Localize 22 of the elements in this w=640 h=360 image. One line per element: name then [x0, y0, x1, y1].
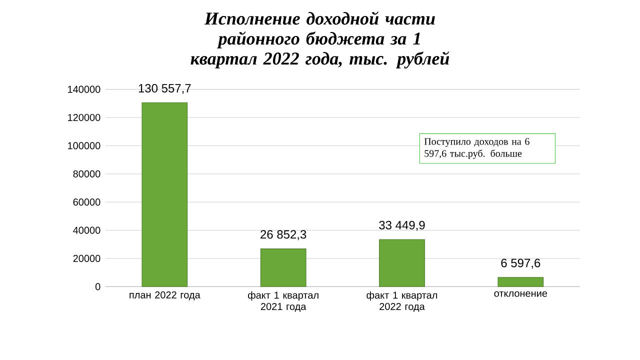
bar [379, 239, 425, 287]
data-label: 6 597,6 [501, 258, 540, 269]
annotation: Поступило доходов на 6 597,6 тыс.руб. больше [424, 138, 530, 159]
y-tick-label: 80000 [73, 170, 100, 178]
data-label: 26 852,3 [260, 230, 306, 240]
chart-title: Исполнение доходной части районного бюджета за 1 квартал 2022 года, тыс. рублей [190, 12, 450, 68]
y-tick-label: 140000 [68, 86, 100, 93]
y-tick-label: 60000 [73, 198, 100, 206]
x-tick-label: план 2022 года [130, 291, 200, 300]
bar [142, 102, 188, 287]
x-tick-label: отклонение [494, 291, 548, 297]
x-tick-label: факт 1 квартал 2022 года [366, 291, 438, 312]
data-label: 130 557,7 [138, 84, 191, 94]
y-tick-label: 100000 [68, 142, 100, 150]
bar [498, 277, 544, 287]
y-tick-label: 20000 [73, 254, 100, 262]
x-tick-label: факт 1 квартал 2021 года [248, 291, 318, 312]
data-label: 33 449,9 [379, 220, 425, 231]
bar [260, 248, 306, 287]
y-tick-label: 40000 [73, 226, 100, 234]
y-tick-label: 0 [95, 283, 100, 290]
y-tick-label: 120000 [68, 114, 100, 122]
